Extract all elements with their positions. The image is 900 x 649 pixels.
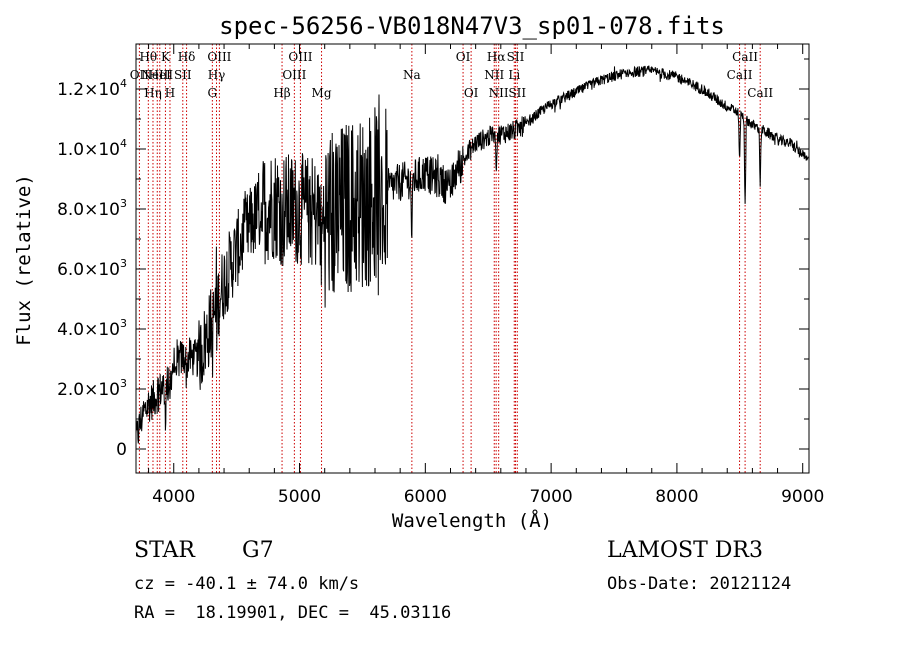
- survey-name: LAMOST DR3: [607, 538, 763, 563]
- x-axis: 4000 5000 6000 7000 8000 9000: [148, 44, 824, 507]
- line-label-14: OIII: [288, 50, 312, 64]
- x-tick-label-4: 8000: [655, 487, 698, 507]
- line-label-7: SII: [174, 68, 192, 82]
- line-label-24: SII: [508, 86, 526, 100]
- line-label-19: NII: [484, 68, 504, 82]
- line-label-15: Mg: [312, 86, 332, 100]
- chart-title: spec-56256-VB018N47V3_sp01-078.fits: [219, 12, 725, 40]
- x-axis-label: Wavelength (Å): [392, 509, 552, 532]
- line-label-10: Hγ: [208, 68, 226, 82]
- x-tick-label-2: 6000: [404, 487, 447, 507]
- line-label-18: OI: [464, 86, 479, 100]
- y-tick-label-3: 6.0×103: [57, 257, 127, 280]
- line-label-27: CaII: [747, 86, 773, 100]
- line-label-6: H: [165, 86, 175, 100]
- line-label-4: HeI: [149, 68, 172, 82]
- line-label-9: G: [208, 86, 218, 100]
- spectral-line-markers: [138, 44, 761, 473]
- line-label-8: Hδ: [178, 50, 196, 64]
- spectrum-series-line: [135, 65, 809, 444]
- x-tick-label-3: 7000: [529, 487, 572, 507]
- line-label-12: Hβ: [273, 86, 290, 100]
- observation-date: Obs-Date: 20121124: [607, 574, 792, 594]
- y-tick-label-2: 4.0×103: [57, 317, 127, 340]
- line-label-3: NeIII: [141, 68, 173, 82]
- line-label-11: OIII: [207, 50, 231, 64]
- line-label-23: SII: [507, 50, 525, 64]
- object-class: STAR: [134, 538, 195, 563]
- x-tick-label-1: 5000: [278, 487, 321, 507]
- y-tick-label-1: 2.0×103: [57, 377, 127, 400]
- y-tick-label-6: 1.2×104: [57, 77, 127, 100]
- x-tick-label-0: 4000: [152, 487, 195, 507]
- line-label-16: Na: [403, 68, 421, 82]
- line-label-13: OIII: [282, 68, 306, 82]
- y-tick-label-5: 1.0×104: [57, 137, 127, 160]
- line-label-20: Hα: [487, 50, 506, 64]
- line-label-0: OII: [130, 68, 150, 82]
- line-label-17: OI: [456, 50, 471, 64]
- object-subclass: G7: [242, 538, 274, 563]
- line-label-26: CaII: [732, 50, 758, 64]
- line-label-25: CaII: [727, 68, 753, 82]
- y-tick-label-0: 0: [116, 440, 127, 460]
- plot-frame: [135, 43, 810, 474]
- redshift-readout: cz = -40.1 ± 74.0 km/s: [134, 574, 360, 594]
- y-tick-label-4: 8.0×103: [57, 197, 127, 220]
- line-label-21: NII: [489, 86, 509, 100]
- y-axis: 0 2.0×103 4.0×103 6.0×103 8.0×103 1.0×104 1.2×…: [57, 58, 809, 460]
- coordinates-readout: RA = 18.19901, DEC = 45.03116: [134, 603, 452, 623]
- y-axis-label: Flux (relative): [13, 174, 35, 346]
- line-label-2: Hη: [144, 86, 162, 100]
- line-label-5: K: [161, 50, 171, 64]
- line-label-1: Hθ: [139, 50, 157, 64]
- x-tick-label-5: 9000: [781, 487, 824, 507]
- line-label-22: Li: [508, 68, 520, 82]
